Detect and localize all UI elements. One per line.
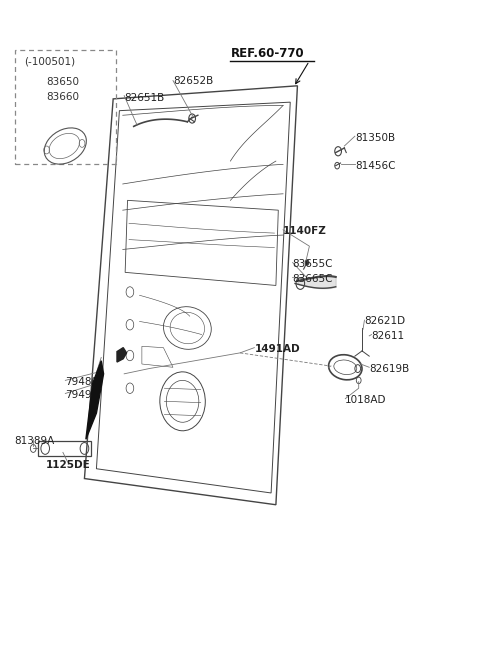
Text: 82619B: 82619B [369,363,409,373]
Text: 1125DE: 1125DE [45,461,90,470]
Text: 82651B: 82651B [124,92,165,102]
Text: 81456C: 81456C [355,161,396,171]
Text: 79490: 79490 [65,390,98,400]
Text: 82652B: 82652B [173,75,213,85]
Text: 1018AD: 1018AD [345,395,387,405]
Circle shape [305,259,310,266]
Bar [38,441,91,456]
Text: 83650: 83650 [47,77,79,87]
Text: REF.60-770: REF.60-770 [230,47,304,60]
Polygon shape [117,348,127,362]
Text: 1491AD: 1491AD [254,344,300,354]
Text: 79480: 79480 [65,377,98,386]
Text: 81389A: 81389A [14,436,54,445]
Text: 81350B: 81350B [355,133,395,143]
Text: 82611: 82611 [372,331,405,341]
Text: (-100501): (-100501) [24,56,75,66]
Text: 1140FZ: 1140FZ [283,226,327,236]
Text: 83660: 83660 [47,92,79,102]
Text: 82621D: 82621D [364,316,406,327]
Text: 83655C: 83655C [293,259,333,269]
Polygon shape [86,361,104,440]
Text: 83665C: 83665C [293,274,333,284]
